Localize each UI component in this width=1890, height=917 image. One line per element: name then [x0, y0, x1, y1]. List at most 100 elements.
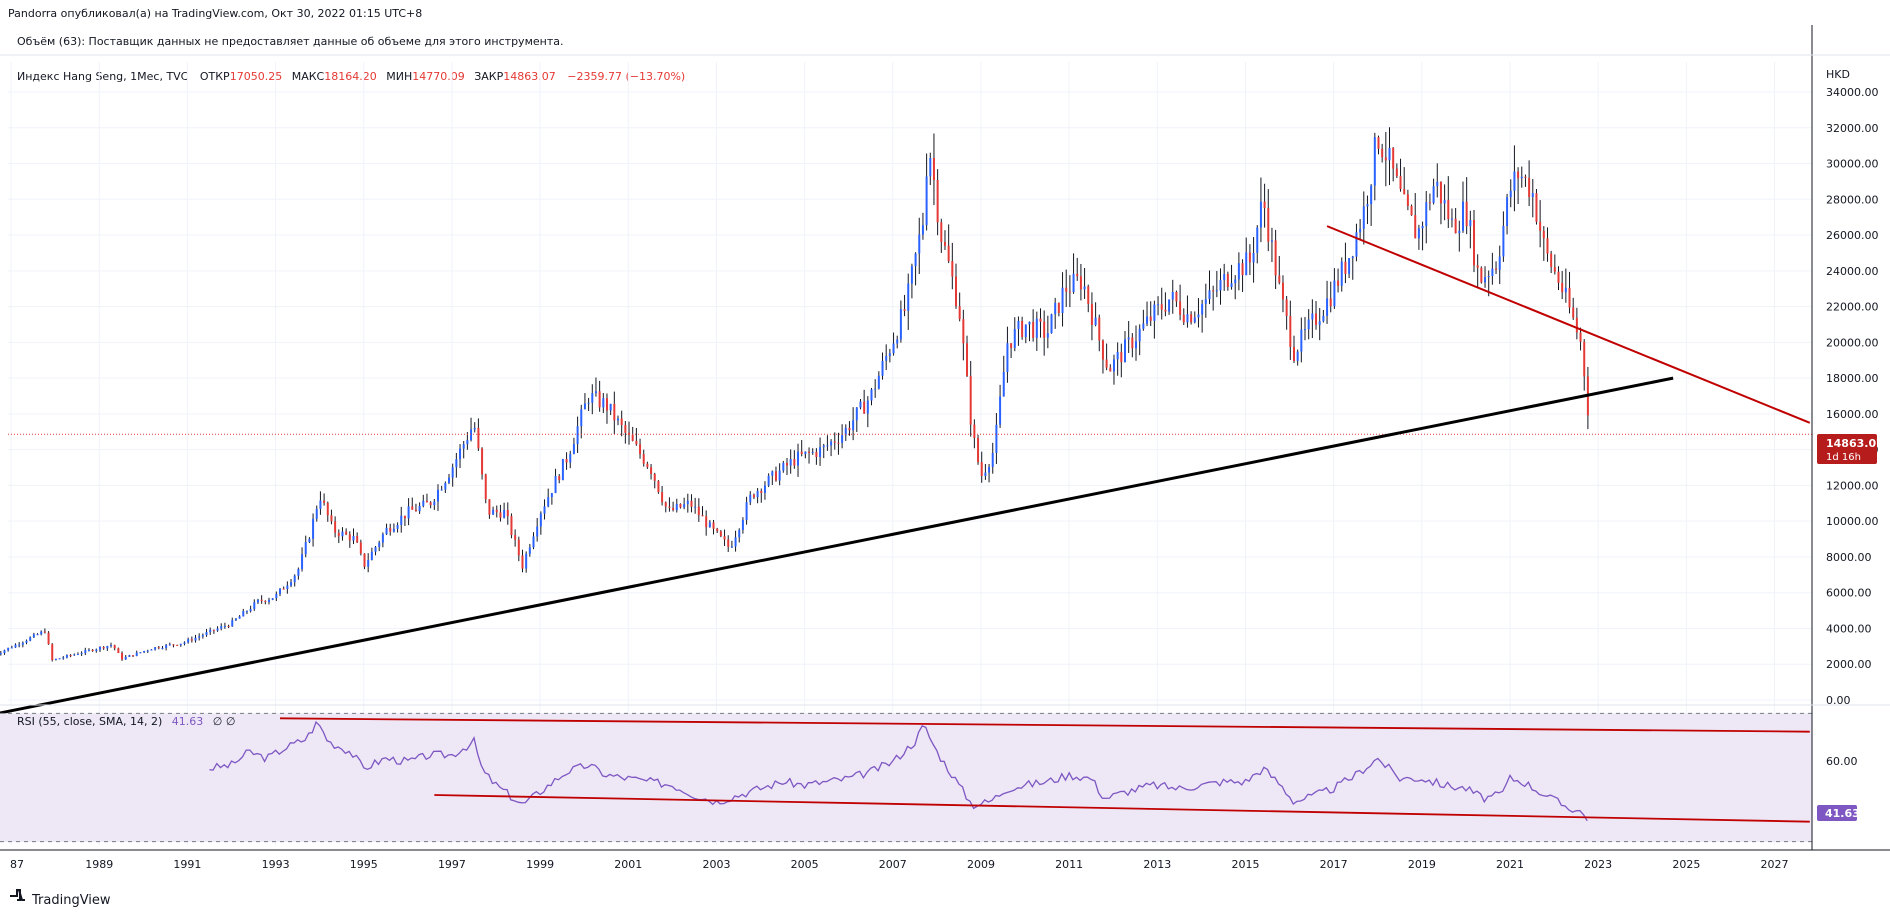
candle-body	[624, 425, 627, 433]
candle-body	[47, 632, 50, 645]
candle-body	[550, 493, 553, 498]
candle-body	[991, 452, 994, 468]
candle-body	[899, 309, 902, 340]
symbol-name: Индекс Hang Seng, 1Мес, TVC	[17, 70, 189, 83]
candle-body	[830, 441, 833, 446]
candle-body	[1539, 221, 1542, 231]
candle-body	[1138, 328, 1141, 342]
candle-body	[745, 502, 748, 521]
candle-body	[1234, 279, 1237, 284]
x-tick-label: 87	[10, 858, 24, 871]
published-info: Pandorra опубликовал(а) на TradingView.c…	[8, 7, 422, 20]
candle-body	[124, 656, 127, 660]
candle-body	[1403, 188, 1406, 195]
candle-body	[80, 653, 83, 655]
candle-body	[958, 306, 961, 320]
candle-body	[436, 489, 439, 502]
candle-body	[664, 502, 667, 507]
candle-body	[385, 527, 388, 535]
candle-body	[279, 588, 282, 594]
candle-body	[1259, 201, 1262, 228]
candle-body	[499, 512, 502, 518]
candle-body	[32, 634, 35, 638]
candle-body	[1252, 252, 1255, 263]
candle-body	[323, 500, 326, 503]
candle-body	[190, 639, 193, 641]
candle-body	[694, 506, 697, 508]
candle-body	[521, 555, 524, 569]
candle-body	[356, 536, 359, 543]
candle-body	[139, 652, 142, 654]
candle-body	[220, 626, 223, 629]
candle-body	[418, 505, 421, 512]
y-tick-label: 30000.00	[1826, 158, 1879, 171]
candle-body	[341, 531, 344, 537]
candle-body	[271, 598, 274, 600]
candle-body	[172, 644, 175, 646]
candle-body	[804, 451, 807, 455]
candle-body	[844, 427, 847, 436]
open-value: 17050.25	[230, 70, 283, 83]
candle-body	[1131, 337, 1134, 349]
candle-body	[1109, 367, 1112, 372]
candle-body	[749, 494, 752, 503]
candle-body	[1278, 275, 1281, 283]
candle-body	[1028, 321, 1031, 325]
candle-body	[1513, 171, 1516, 191]
candle-body	[121, 653, 124, 660]
candle-body	[65, 655, 68, 658]
candle-body	[1542, 230, 1545, 239]
candle-body	[1406, 194, 1409, 206]
candle-body	[95, 649, 98, 652]
candle-body	[444, 482, 447, 490]
candle-body	[756, 490, 759, 498]
candle-body	[503, 509, 506, 518]
candle-body	[58, 658, 61, 660]
rsi-band	[0, 713, 1812, 842]
candle-body	[488, 499, 491, 515]
y-tick-label: 6000.00	[1826, 587, 1872, 600]
candle-body	[1032, 321, 1035, 338]
candle-body	[1204, 299, 1207, 304]
candle-body	[782, 462, 785, 471]
candle-body	[1370, 185, 1373, 205]
candle-body	[1454, 218, 1457, 234]
candle-body	[778, 470, 781, 481]
candle-body	[514, 535, 517, 540]
candle-body	[1399, 176, 1402, 189]
rsi-extra: ∅ ∅	[213, 715, 236, 728]
candle-body	[1241, 263, 1244, 276]
candle-body	[374, 547, 377, 552]
candle-body	[1168, 299, 1171, 312]
candle-body	[378, 542, 381, 548]
y-tick-label: 8000.00	[1826, 551, 1872, 564]
candle-body	[76, 654, 79, 656]
candle-body	[1256, 227, 1259, 253]
candle-body	[411, 506, 414, 510]
candle-body	[602, 398, 605, 408]
candle-body	[786, 462, 788, 466]
candle-body	[1421, 226, 1424, 229]
candle-body	[1043, 321, 1046, 338]
candle-body	[855, 407, 858, 421]
candle-body	[1285, 299, 1288, 316]
candle-body	[1263, 201, 1266, 209]
candle-body	[774, 471, 777, 481]
candle-body	[29, 637, 32, 641]
candle-body	[1057, 302, 1060, 314]
candle-body	[539, 513, 542, 527]
candle-body	[25, 640, 28, 643]
candle-body	[1245, 252, 1248, 276]
candle-body	[448, 477, 451, 483]
candle-body	[315, 508, 318, 519]
candle-body	[569, 453, 572, 463]
x-tick-label: 2001	[614, 858, 642, 871]
candle-body	[918, 234, 921, 254]
candle-body	[1296, 351, 1299, 361]
candle-body	[1010, 343, 1013, 348]
candle-body	[892, 343, 895, 354]
candle-body	[954, 276, 957, 307]
candle-body	[1090, 303, 1093, 325]
x-tick-label: 2007	[879, 858, 907, 871]
y-tick-label: 4000.00	[1826, 622, 1872, 635]
